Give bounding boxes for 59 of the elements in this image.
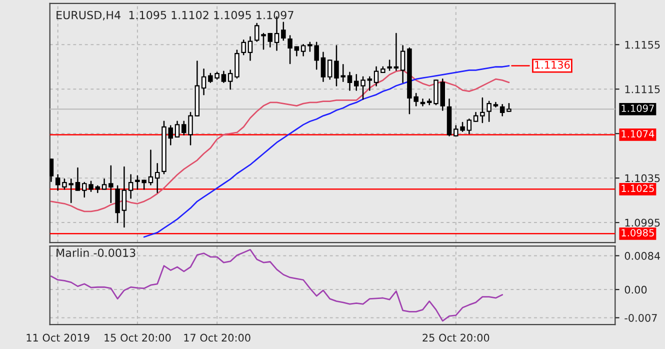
candlestick bbox=[400, 45, 406, 84]
candlestick bbox=[115, 185, 120, 224]
candlestick bbox=[420, 98, 426, 106]
ref-line-label: 1.0985 bbox=[622, 229, 654, 236]
candlestick bbox=[426, 98, 432, 106]
annotation: 1.1136 bbox=[535, 60, 570, 69]
line-series bbox=[50, 248, 504, 322]
candlestick bbox=[500, 104, 505, 116]
candlestick bbox=[374, 66, 379, 86]
candlestick bbox=[434, 80, 438, 106]
y-tick-label: 1.0995 bbox=[625, 218, 660, 227]
y-tick-label: 1.1115 bbox=[625, 85, 660, 94]
candlestick bbox=[480, 97, 485, 124]
y-tick-label: 1.1155 bbox=[625, 40, 660, 49]
y-tick-label: 0.0084 bbox=[624, 252, 660, 260]
x-tick-label: 15 Oct 20:00 bbox=[104, 334, 171, 342]
candlestick bbox=[174, 120, 180, 138]
candlestick bbox=[128, 174, 134, 199]
candlestick bbox=[387, 60, 392, 71]
candlestick bbox=[440, 78, 446, 111]
candlestick bbox=[148, 150, 154, 186]
candlestick bbox=[102, 178, 107, 190]
y-tick-label: -0.007 bbox=[624, 314, 657, 322]
ref-line-label: 1.1025 bbox=[622, 184, 654, 192]
candlestick bbox=[122, 166, 127, 228]
candlestick bbox=[281, 22, 286, 41]
y-tick-label: 0.00 bbox=[624, 286, 647, 294]
chart-title: Marlin -0.0013 bbox=[56, 248, 136, 257]
candlestick bbox=[320, 52, 326, 82]
candlestick bbox=[347, 72, 352, 91]
candlestick bbox=[486, 100, 492, 122]
ref-line-label: 1.1097 bbox=[622, 104, 654, 112]
text: EURUSD,H4 1.1095 1.1102 1.1095 1.1097 bbox=[56, 10, 294, 20]
candlestick bbox=[108, 165, 114, 204]
candlestick bbox=[466, 118, 472, 134]
candlestick bbox=[261, 32, 266, 50]
x-tick-label: 17 Oct 20:00 bbox=[184, 334, 250, 342]
x-tick-label: 11 Oct 2019 bbox=[26, 334, 90, 342]
candlestick bbox=[221, 70, 226, 84]
candlestick bbox=[254, 22, 260, 42]
line-series bbox=[143, 65, 510, 238]
candlestick bbox=[268, 32, 273, 48]
candlestick bbox=[234, 50, 240, 79]
candlestick bbox=[241, 40, 246, 56]
x-tick-label: 25 Oct 20:00 bbox=[422, 334, 490, 342]
candlestick bbox=[367, 76, 372, 91]
candlestick bbox=[55, 174, 60, 191]
candlestick bbox=[288, 35, 292, 64]
candlestick bbox=[75, 167, 80, 191]
candlestick bbox=[300, 44, 306, 56]
y-tick-label: 1.1035 bbox=[625, 174, 660, 182]
candlestick bbox=[327, 60, 332, 80]
candlestick bbox=[248, 36, 253, 61]
candlestick bbox=[50, 158, 54, 182]
ref-line-label: 1.1074 bbox=[622, 130, 654, 138]
candlestick bbox=[228, 70, 233, 90]
candlestick bbox=[201, 68, 206, 96]
candlestick bbox=[154, 162, 160, 194]
candlestick bbox=[394, 32, 399, 71]
